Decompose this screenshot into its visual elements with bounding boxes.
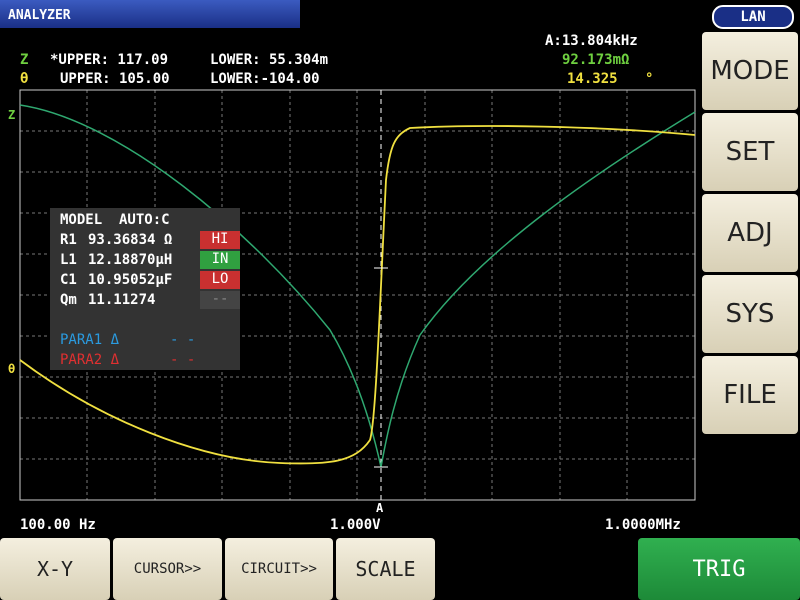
side-button[interactable]: SET — [702, 113, 798, 191]
z-lower: LOWER: 55.304m — [210, 52, 329, 68]
para-name: PARA2 Δ — [60, 352, 120, 368]
plot-frame — [19, 89, 696, 501]
param-name: L1 — [60, 252, 77, 268]
param-value: 93.36834 Ω — [88, 232, 173, 248]
bottom-button[interactable]: SCALE — [336, 538, 435, 600]
side-button[interactable]: MODE — [702, 32, 798, 110]
t-symbol: θ — [20, 71, 29, 87]
judge: -- — [200, 291, 240, 309]
judge: IN — [200, 251, 240, 269]
t-upper: UPPER: 105.00 — [60, 71, 170, 87]
title: ANALYZER — [8, 8, 71, 23]
level: 1.000V — [330, 517, 381, 533]
theta-trace — [19, 125, 696, 465]
lan-indicator: LAN — [712, 5, 794, 29]
param-value: 11.11274 — [88, 292, 156, 308]
param-name: Qm — [60, 292, 77, 308]
para-name: PARA1 Δ — [60, 332, 120, 348]
para-value: - - — [170, 332, 196, 348]
param-name: R1 — [60, 232, 77, 248]
bottom-button[interactable]: CURSOR>> — [113, 538, 222, 600]
bottom-button[interactable]: X-Y — [0, 538, 110, 600]
para-value: - - — [170, 352, 196, 368]
param-name: C1 — [60, 272, 77, 288]
t-lower: LOWER:-104.00 — [210, 71, 320, 87]
side-button[interactable]: SYS — [702, 275, 798, 353]
circuit-panel: MODEL AUTO:C R1 93.36834 Ω HI L1 12.18870µH I… — [50, 208, 240, 370]
trig-button[interactable]: TRIG — [638, 538, 800, 600]
judge: HI — [200, 231, 240, 249]
param-value: 10.95052µF — [88, 272, 173, 288]
z-symbol: Z — [20, 52, 29, 68]
model: MODEL AUTO:C — [60, 212, 170, 228]
title-bar: ANALYZER — [0, 0, 300, 28]
z-upper: *UPPER: 117.09 — [50, 52, 169, 68]
cursor-theta: 14.325 — [567, 71, 618, 87]
cursor-freq: A:13.804kHz — [545, 33, 638, 49]
cursor-z: 92.173mΩ — [562, 52, 630, 68]
side-button[interactable]: FILE — [702, 356, 798, 434]
side-button[interactable]: ADJ — [702, 194, 798, 272]
cursor-theta-unit: ° — [645, 71, 654, 87]
x-start: 100.00 Hz — [20, 517, 96, 533]
bottom-button[interactable]: CIRCUIT>> — [225, 538, 333, 600]
theta-axis-label: θ — [8, 362, 16, 376]
param-value: 12.18870µH — [88, 252, 173, 268]
judge: LO — [200, 271, 240, 289]
z-axis-label: Z — [8, 108, 16, 122]
x-end: 1.0000MHz — [605, 517, 681, 533]
cursor-marker: A — [376, 501, 384, 515]
